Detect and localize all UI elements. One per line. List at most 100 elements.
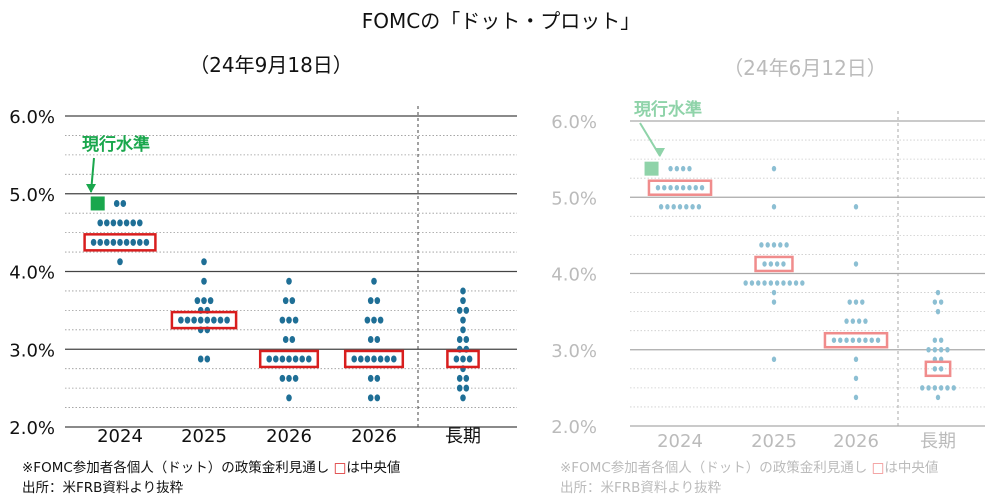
participant-dot xyxy=(671,204,676,210)
participant-dot xyxy=(768,261,774,267)
participant-dot xyxy=(938,385,944,391)
participant-dot xyxy=(938,299,944,305)
footnote-line-2: ※FOMC参加者各個人（ドット）の政策金利見通し □は中央値 xyxy=(560,459,938,476)
participant-dot xyxy=(784,242,789,248)
participant-dot xyxy=(110,238,117,246)
median-box xyxy=(83,233,157,252)
participant-dot xyxy=(665,204,670,210)
participant-dot xyxy=(680,184,686,191)
x-category-label: 長期 xyxy=(445,426,481,447)
participant-dot xyxy=(137,238,143,246)
median-box xyxy=(258,349,320,369)
participant-dot xyxy=(932,385,938,391)
median-box xyxy=(924,360,952,378)
x-category-label: 2024 xyxy=(657,431,703,452)
participant-dot xyxy=(123,238,130,246)
participant-dot xyxy=(456,384,463,392)
participant-dot xyxy=(668,184,673,191)
participant-dot xyxy=(279,316,286,324)
participant-dot xyxy=(935,308,941,315)
participant-dot xyxy=(856,318,862,324)
participant-dot xyxy=(204,316,211,324)
participant-dot xyxy=(951,385,956,391)
participant-dot xyxy=(463,384,470,392)
participant-dot xyxy=(771,356,777,363)
participant-dot xyxy=(120,199,127,207)
participant-dot xyxy=(869,337,874,343)
participant-dot xyxy=(853,204,859,210)
x-category-label: 2026 xyxy=(266,426,312,447)
participant-dot xyxy=(204,355,211,363)
current-rate-arrowhead xyxy=(655,148,665,157)
participant-dot xyxy=(286,374,292,382)
median-box xyxy=(170,310,238,330)
participant-dot xyxy=(926,385,931,391)
participant-dot xyxy=(466,355,473,363)
participant-dot xyxy=(178,316,184,324)
participant-dot xyxy=(853,299,859,305)
participant-dot xyxy=(687,165,692,172)
participant-dot xyxy=(850,337,856,343)
participant-dot xyxy=(117,238,123,246)
participant-dot xyxy=(771,289,777,296)
participant-dot xyxy=(460,287,466,295)
participant-dot xyxy=(838,337,843,343)
y-tick-label: 3.0% xyxy=(9,340,55,361)
participant-dot xyxy=(781,280,786,286)
participant-dot xyxy=(286,316,292,324)
current-rate-marker xyxy=(90,196,105,211)
participant-dot xyxy=(279,355,286,363)
current-rate-arrowhead xyxy=(86,184,96,193)
x-category-label: 2025 xyxy=(751,431,797,452)
participant-dot xyxy=(460,394,466,402)
participant-dot xyxy=(938,337,944,343)
participant-dot xyxy=(456,374,463,382)
participant-dot xyxy=(658,204,664,210)
participant-dot xyxy=(853,375,859,382)
participant-dot xyxy=(696,204,702,210)
participant-dot xyxy=(384,355,391,363)
participant-dot xyxy=(926,347,931,353)
participant-dot xyxy=(684,204,689,210)
panel-subtitle: （24年9月18日） xyxy=(189,53,353,77)
participant-dot xyxy=(463,306,470,314)
participant-dot xyxy=(774,280,780,286)
participant-dot xyxy=(217,316,224,324)
participant-dot xyxy=(787,280,792,286)
participant-dot xyxy=(273,355,279,363)
participant-dot xyxy=(117,219,123,227)
y-tick-label: 4.0% xyxy=(9,263,55,284)
participant-dot xyxy=(391,355,397,363)
participant-dot xyxy=(197,316,204,324)
participant-dot xyxy=(460,297,466,305)
participant-dot xyxy=(456,306,463,314)
x-category-label: 2026 xyxy=(351,426,397,447)
footnote-suffix: は中央値 xyxy=(884,460,938,476)
y-tick-label: 4.0% xyxy=(551,265,597,286)
participant-dot xyxy=(460,316,466,324)
participant-dot xyxy=(674,184,680,191)
participant-dot xyxy=(768,280,774,286)
participant-dot xyxy=(932,337,938,343)
y-tick-label: 6.0% xyxy=(9,107,55,128)
participant-dot xyxy=(292,374,299,382)
y-tick-label: 5.0% xyxy=(9,185,55,206)
participant-dot xyxy=(364,316,371,324)
participant-dot xyxy=(377,355,384,363)
participant-dot xyxy=(945,347,950,353)
participant-dot xyxy=(201,297,207,305)
median-box xyxy=(446,349,480,369)
participant-dot xyxy=(860,299,865,305)
x-category-label: 2026 xyxy=(833,431,879,452)
participant-dot xyxy=(282,336,289,344)
participant-dot xyxy=(771,242,777,248)
participant-dot xyxy=(117,258,123,266)
participant-dot xyxy=(211,316,217,324)
participant-dot xyxy=(938,366,944,372)
participant-dot xyxy=(781,261,786,267)
participant-dot xyxy=(932,299,938,305)
participant-dot xyxy=(286,277,292,285)
participant-dot xyxy=(932,366,938,372)
participant-dot xyxy=(377,316,384,324)
